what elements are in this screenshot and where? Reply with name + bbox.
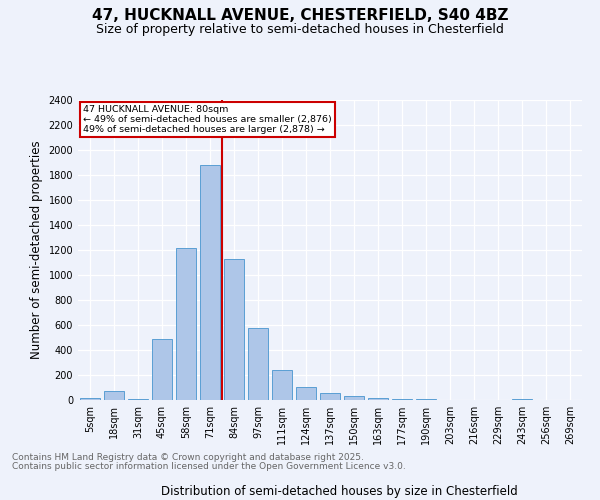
Y-axis label: Number of semi-detached properties: Number of semi-detached properties [30,140,43,360]
Bar [272,370,292,400]
Bar [152,339,172,400]
Text: 47, HUCKNALL AVENUE, CHESTERFIELD, S40 4BZ: 47, HUCKNALL AVENUE, CHESTERFIELD, S40 4… [92,8,508,22]
Bar [344,396,364,400]
Bar [80,398,100,400]
Bar [368,398,388,400]
Bar [104,390,124,400]
Bar [296,387,316,400]
Bar [224,259,244,400]
Bar [200,165,220,400]
Text: Contains public sector information licensed under the Open Government Licence v3: Contains public sector information licen… [12,462,406,471]
Text: Size of property relative to semi-detached houses in Chesterfield: Size of property relative to semi-detach… [96,22,504,36]
Bar [128,399,148,400]
Text: Contains HM Land Registry data © Crown copyright and database right 2025.: Contains HM Land Registry data © Crown c… [12,454,364,462]
Text: 47 HUCKNALL AVENUE: 80sqm
← 49% of semi-detached houses are smaller (2,876)
49% : 47 HUCKNALL AVENUE: 80sqm ← 49% of semi-… [83,104,332,134]
Text: Distribution of semi-detached houses by size in Chesterfield: Distribution of semi-detached houses by … [161,484,517,498]
Bar [176,248,196,400]
Bar [392,398,412,400]
Bar [320,393,340,400]
Bar [248,328,268,400]
